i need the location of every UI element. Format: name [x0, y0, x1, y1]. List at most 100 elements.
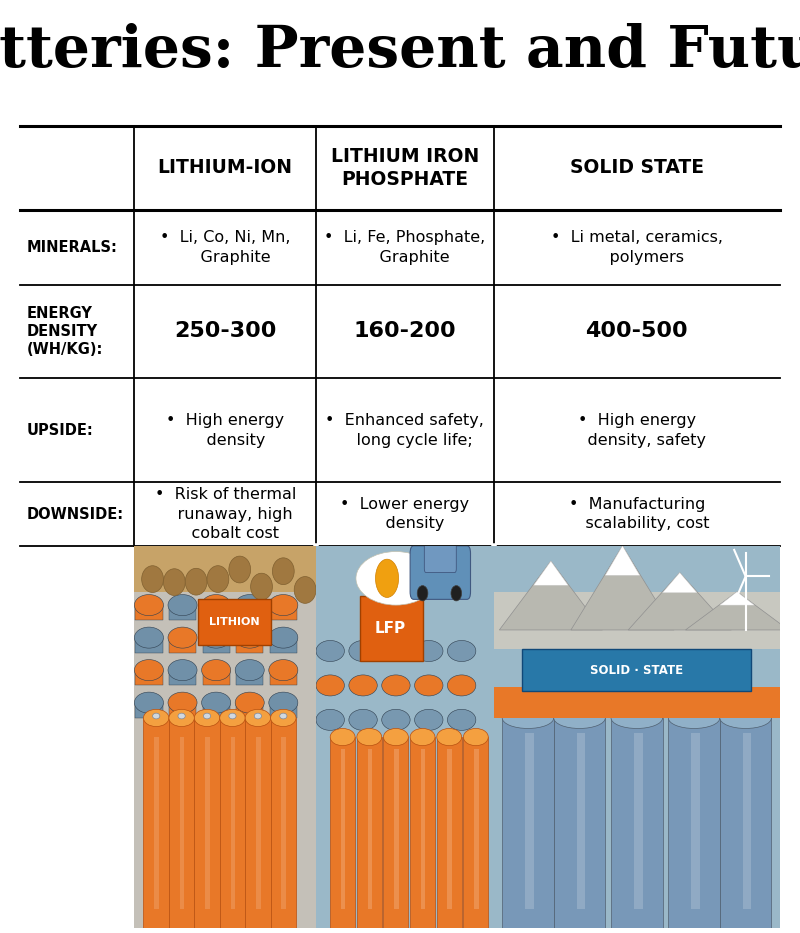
Ellipse shape	[229, 556, 250, 583]
Ellipse shape	[414, 640, 443, 661]
Ellipse shape	[269, 660, 298, 681]
Bar	[447, 748, 452, 909]
Ellipse shape	[153, 713, 160, 719]
Ellipse shape	[349, 709, 378, 731]
Bar	[634, 733, 642, 909]
Ellipse shape	[207, 565, 229, 592]
Text: SOLID · STATE: SOLID · STATE	[590, 663, 683, 676]
Bar	[169, 670, 196, 686]
Text: •  Li metal, ceramics,
    polymers: • Li metal, ceramics, polymers	[551, 230, 723, 265]
Polygon shape	[571, 546, 674, 630]
Bar	[134, 546, 316, 592]
Ellipse shape	[168, 692, 197, 713]
Bar	[236, 670, 263, 686]
Ellipse shape	[356, 551, 436, 606]
Bar	[143, 718, 169, 928]
Ellipse shape	[134, 692, 163, 713]
Ellipse shape	[382, 675, 410, 696]
Ellipse shape	[235, 594, 264, 616]
Ellipse shape	[202, 594, 230, 616]
Ellipse shape	[410, 729, 435, 745]
Ellipse shape	[316, 709, 345, 731]
Ellipse shape	[383, 729, 408, 745]
Ellipse shape	[447, 709, 476, 731]
Bar	[270, 670, 297, 686]
Ellipse shape	[357, 729, 382, 745]
Ellipse shape	[202, 627, 230, 648]
Bar	[474, 748, 478, 909]
Bar	[691, 733, 700, 909]
Ellipse shape	[382, 640, 410, 661]
Ellipse shape	[447, 640, 476, 661]
Text: MINERALS:: MINERALS:	[26, 240, 118, 255]
Bar	[270, 703, 297, 718]
Bar	[194, 718, 220, 928]
Text: Batteries: Present and Future: Batteries: Present and Future	[0, 23, 800, 79]
Bar	[135, 670, 162, 686]
Bar	[220, 718, 245, 928]
Bar	[421, 748, 426, 909]
Bar	[341, 748, 346, 909]
Bar	[202, 670, 230, 686]
Ellipse shape	[142, 565, 163, 592]
Bar	[742, 733, 751, 909]
Polygon shape	[686, 592, 789, 630]
FancyBboxPatch shape	[410, 546, 470, 599]
Ellipse shape	[134, 594, 163, 616]
Text: ENERGY
DENSITY
(WH/KG):: ENERGY DENSITY (WH/KG):	[26, 306, 102, 356]
Polygon shape	[606, 546, 640, 576]
Bar	[282, 737, 286, 909]
Ellipse shape	[235, 660, 264, 681]
Bar	[437, 737, 462, 928]
Bar	[367, 748, 372, 909]
Ellipse shape	[502, 707, 554, 729]
Bar	[245, 718, 270, 928]
Ellipse shape	[143, 709, 169, 727]
Bar	[360, 595, 422, 661]
Ellipse shape	[269, 594, 298, 616]
Bar	[154, 737, 159, 909]
Ellipse shape	[203, 713, 210, 719]
Bar	[256, 737, 261, 909]
Ellipse shape	[375, 559, 398, 597]
Bar	[169, 606, 196, 620]
Ellipse shape	[178, 713, 186, 719]
Ellipse shape	[571, 708, 588, 717]
Ellipse shape	[447, 675, 476, 696]
Text: 400-500: 400-500	[586, 321, 688, 341]
Text: •  Lower energy
    density: • Lower energy density	[340, 496, 470, 532]
Bar	[135, 606, 162, 620]
Ellipse shape	[349, 640, 378, 661]
Ellipse shape	[280, 713, 287, 719]
Ellipse shape	[451, 586, 462, 601]
Ellipse shape	[316, 675, 345, 696]
Ellipse shape	[554, 707, 606, 729]
Text: •  Li, Fe, Phosphate,
    Graphite: • Li, Fe, Phosphate, Graphite	[324, 230, 486, 265]
Bar	[330, 737, 355, 928]
Bar	[169, 703, 196, 718]
Polygon shape	[499, 561, 602, 630]
Bar	[383, 737, 408, 928]
Text: •  Li, Co, Ni, Mn,
    Graphite: • Li, Co, Ni, Mn, Graphite	[160, 230, 290, 265]
Bar	[463, 737, 488, 928]
Ellipse shape	[414, 675, 443, 696]
Text: UPSIDE:: UPSIDE:	[26, 423, 93, 438]
Text: DOWNSIDE:: DOWNSIDE:	[26, 507, 123, 522]
Bar	[525, 733, 534, 909]
Ellipse shape	[168, 627, 197, 648]
Bar	[270, 718, 296, 928]
Ellipse shape	[254, 713, 262, 719]
Bar	[236, 606, 263, 620]
Ellipse shape	[235, 627, 264, 648]
Bar	[720, 718, 771, 928]
Bar	[357, 737, 382, 928]
Ellipse shape	[437, 729, 462, 745]
Bar	[494, 688, 780, 718]
Ellipse shape	[134, 660, 163, 681]
Ellipse shape	[418, 586, 428, 601]
Bar	[554, 718, 606, 928]
Ellipse shape	[168, 660, 197, 681]
Text: LITHIUM IRON
PHOSPHATE: LITHIUM IRON PHOSPHATE	[330, 146, 479, 189]
Text: 160-200: 160-200	[354, 321, 456, 341]
Ellipse shape	[294, 577, 316, 604]
